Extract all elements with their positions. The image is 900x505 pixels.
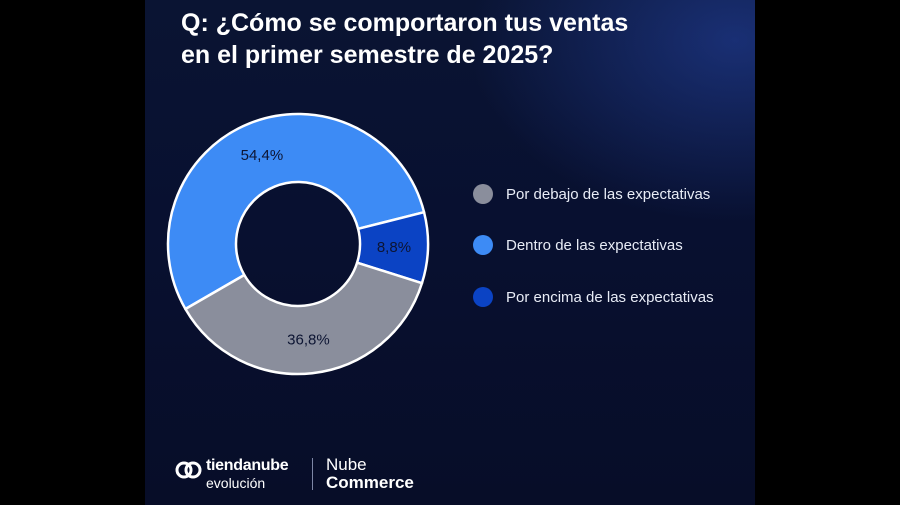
donut-slice-within <box>166 112 426 311</box>
donut-slice-below <box>184 261 424 376</box>
legend-item-within: Dentro de las expectativas <box>473 235 683 255</box>
slice-label-above: 8,8% <box>377 239 411 256</box>
legend-label-within: Dentro de las expectativas <box>506 236 683 254</box>
slice-label-below: 36,8% <box>287 331 330 348</box>
title-line-2: en el primer semestre de 2025? <box>181 41 554 69</box>
background-panel <box>145 0 755 505</box>
legend-label-below: Por debajo de las expectativas <box>506 185 711 203</box>
question-title: Q: ¿Cómo se comportaron tus ventas en el… <box>181 7 741 71</box>
legend-item-below: Por debajo de las expectativas <box>473 184 710 204</box>
brand-evolucion: evolución <box>206 475 266 491</box>
legend-dot-within <box>473 235 493 255</box>
brand-nube: Nube <box>326 455 367 474</box>
title-line-1: Q: ¿Cómo se comportaron tus ventas <box>181 9 629 37</box>
legend-label-above: Por encima de las expectativas <box>506 288 714 306</box>
legend-dot-above <box>473 287 493 307</box>
legend-item-above: Por encima de las expectativas <box>473 287 714 307</box>
legend-dot-below <box>473 184 493 204</box>
brand-tiendanube: tiendanube <box>206 457 289 474</box>
cloud-icon <box>175 461 202 479</box>
slice-label-within: 54,4% <box>241 147 284 164</box>
tiendanube-logo: tiendanube evolución <box>175 455 305 495</box>
footer-divider <box>312 458 313 490</box>
brand-commerce: Commerce <box>326 473 414 492</box>
